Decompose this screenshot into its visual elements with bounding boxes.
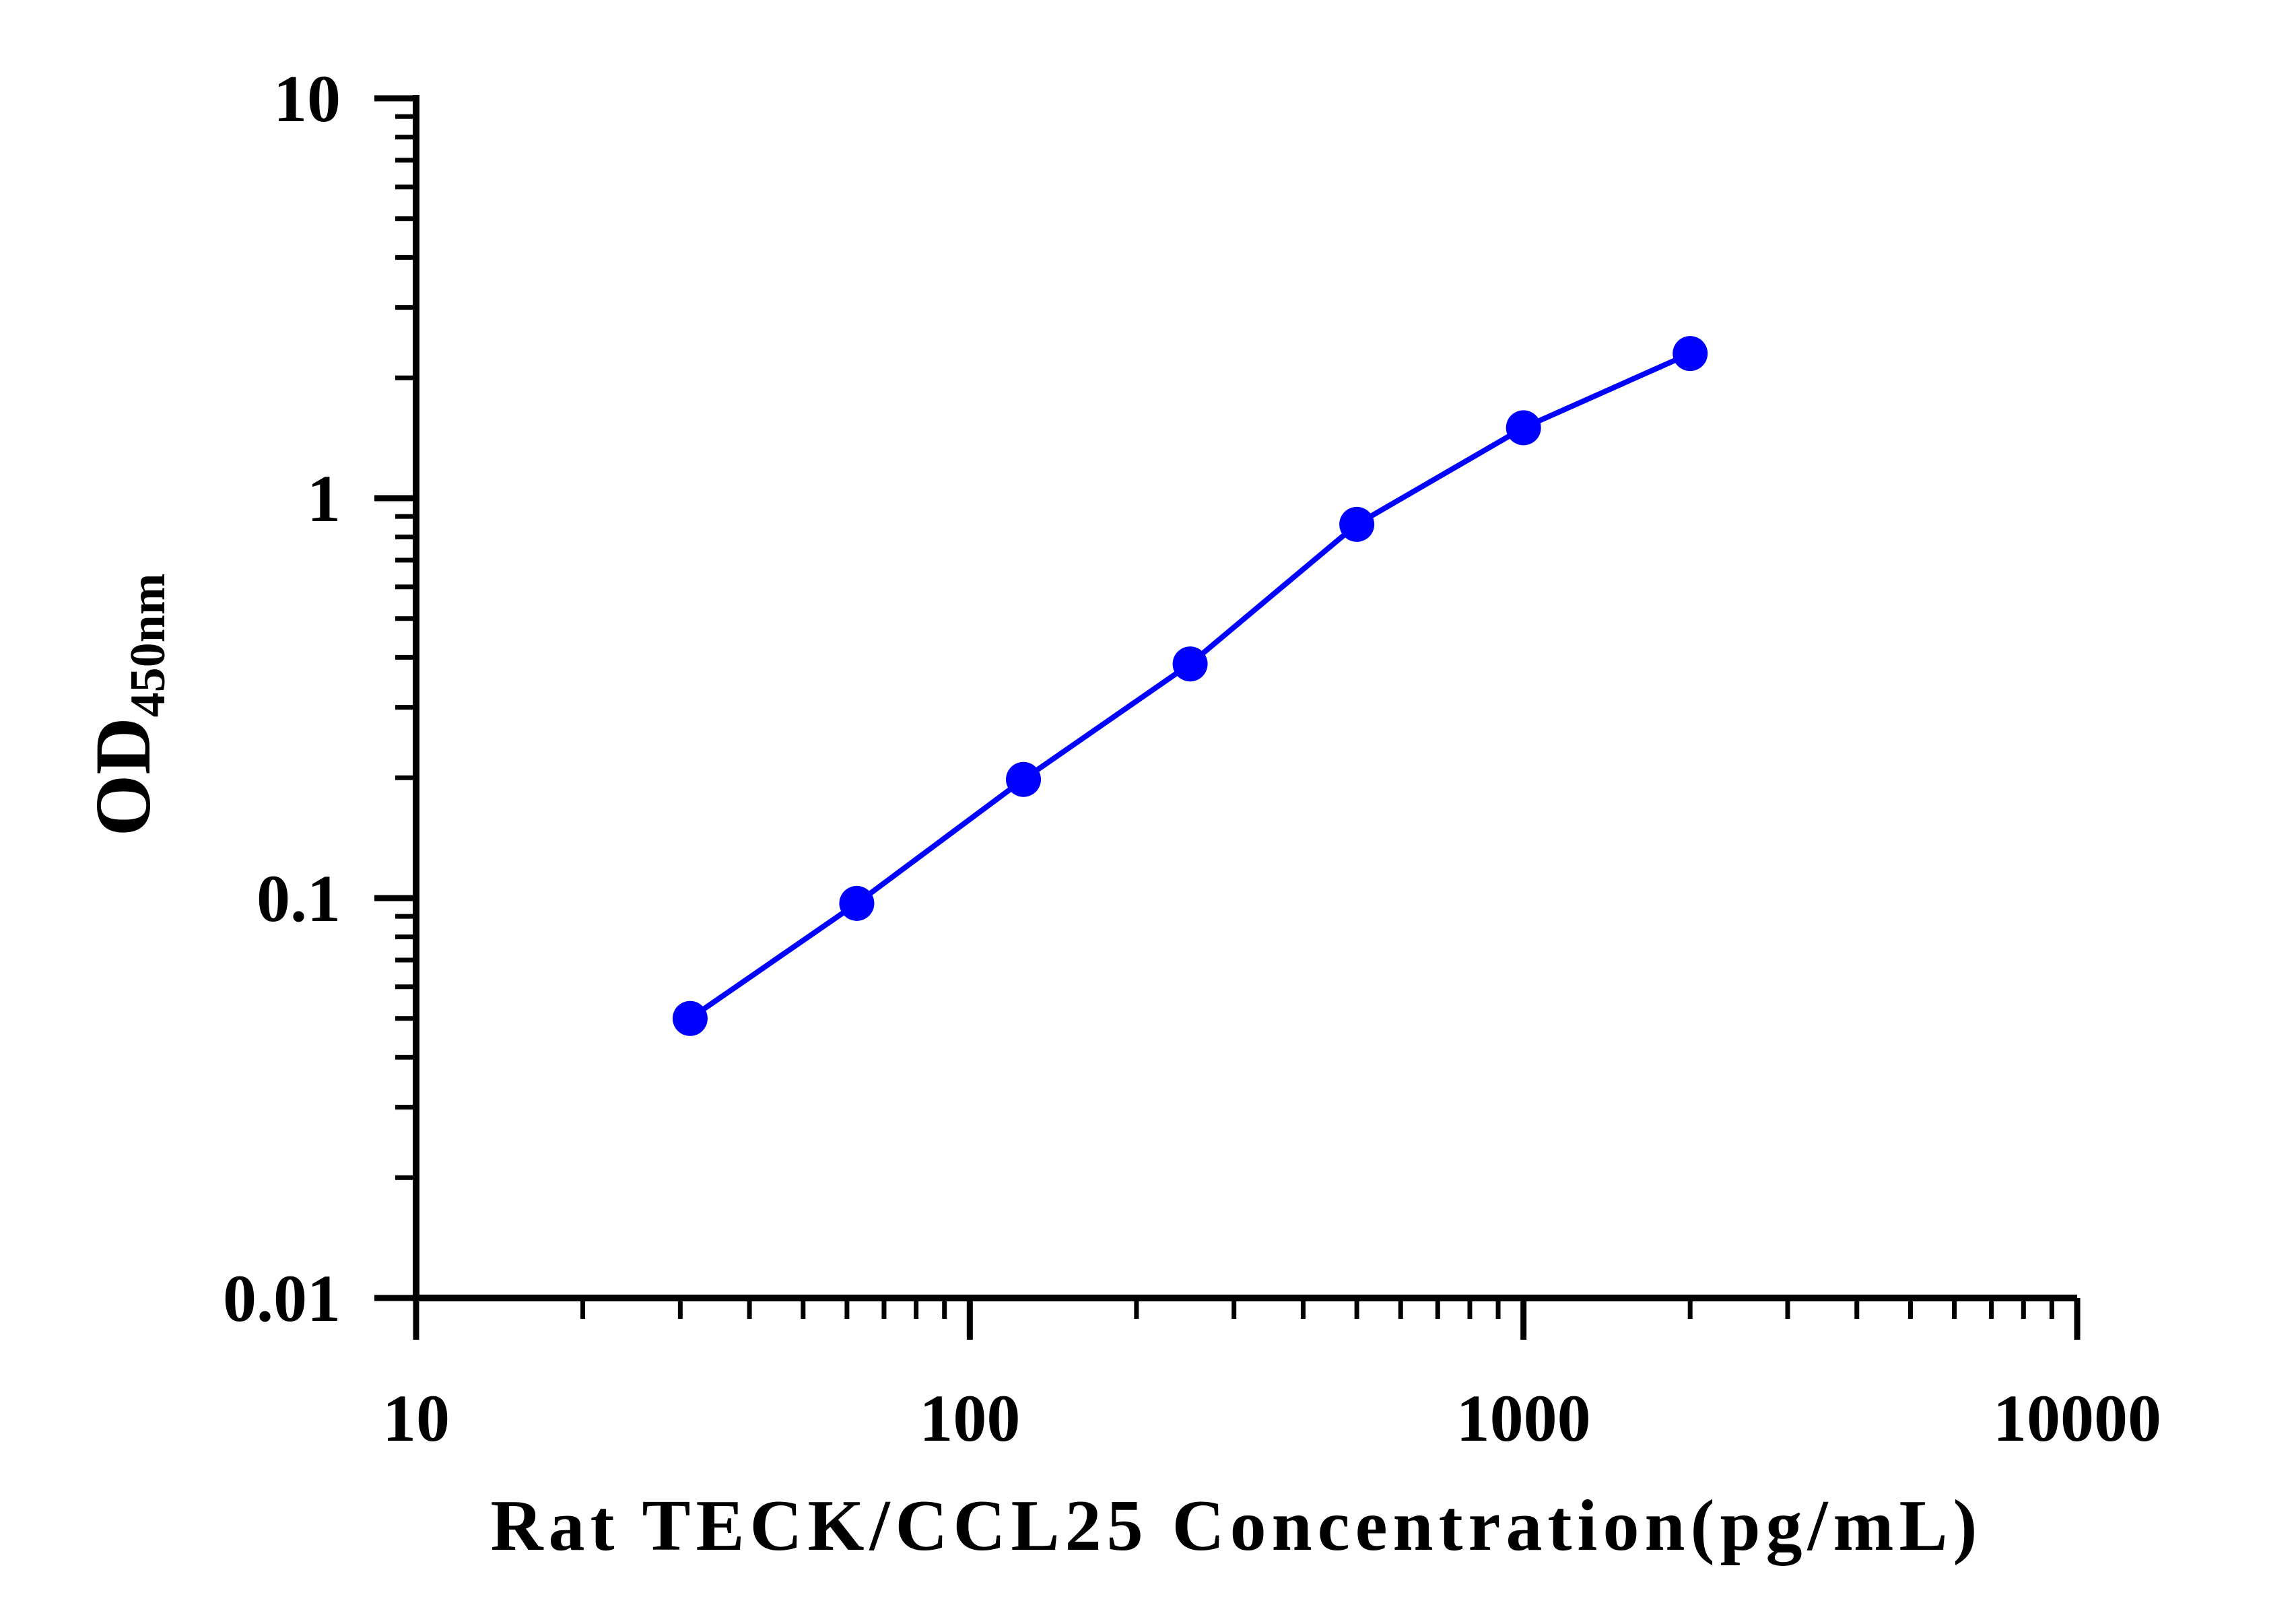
data-point (1339, 506, 1375, 542)
data-point (1673, 336, 1708, 372)
y-tick-label: 1 (307, 461, 341, 536)
y-axis-title-subscript: 450nm (121, 574, 176, 718)
y-tick-label: 0.1 (257, 861, 341, 936)
ticks: 0.01 0.1 1 10 10 100 1000 10000 (223, 61, 2161, 1456)
y-tick-label: 10 (273, 61, 341, 136)
x-axis-title: Rat TECK/CCL25 Concentration(pg/mL) (490, 1486, 1982, 1566)
data-point (1006, 761, 1042, 797)
x-tick-label: 100 (919, 1381, 1020, 1456)
x-tick-label: 10000 (1993, 1381, 2161, 1456)
y-axis-title-main: OD (79, 717, 167, 836)
x-tick-label: 1000 (1456, 1381, 1591, 1456)
data-point (839, 885, 875, 921)
data-point (1506, 410, 1541, 446)
axes (413, 95, 2077, 1301)
x-tick-label: 10 (382, 1381, 450, 1456)
data-point (672, 1000, 708, 1036)
axis-labels: Rat TECK/CCL25 Concentration(pg/mL) OD45… (79, 574, 1982, 1566)
y-axis-title: OD450nm (79, 574, 176, 837)
series-line (688, 351, 1691, 1021)
data-point (1172, 646, 1208, 682)
data-series (672, 336, 1708, 1036)
y-tick-label: 0.01 (223, 1261, 341, 1336)
